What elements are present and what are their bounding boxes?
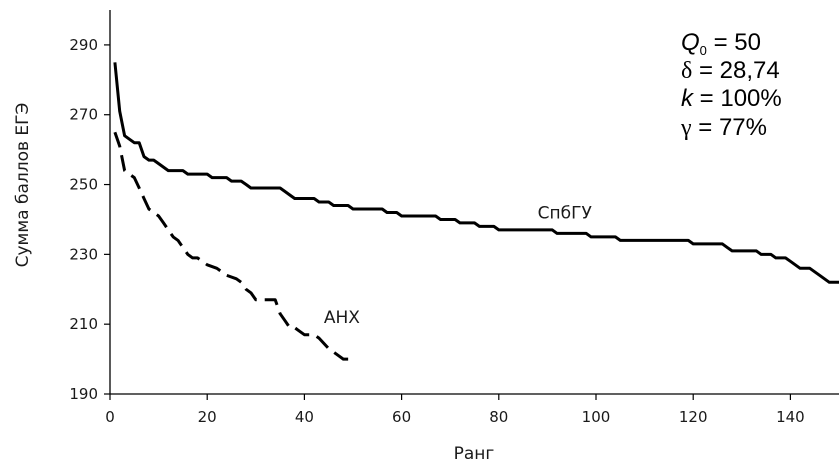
x-tick-label: 80 xyxy=(489,408,508,426)
y-tick-label: 250 xyxy=(69,176,98,194)
x-tick-label: 20 xyxy=(198,408,217,426)
x-tick-label: 140 xyxy=(776,408,805,426)
annotation-delta: δ = 28,74 xyxy=(681,57,780,84)
annotation-q0: Q0 = 50 xyxy=(681,29,761,58)
y-tick-label: 190 xyxy=(69,385,98,403)
annotation-gamma: γ = 77% xyxy=(680,114,767,141)
series-line-2 xyxy=(113,131,353,361)
y-axis-ticks: 190 210 230 250 270 290 xyxy=(69,36,110,403)
x-tick-label: 40 xyxy=(295,408,314,426)
series-lines xyxy=(113,62,839,361)
x-tick-label: 120 xyxy=(679,408,708,426)
x-tick-label: 60 xyxy=(392,408,411,426)
parameter-annotations: Q0 = 50 δ = 28,74 k = 100% γ = 77% xyxy=(680,29,782,141)
series-line-1 xyxy=(113,62,839,284)
series-label-2: АНХ xyxy=(324,308,360,328)
series-label-1: СпбГУ xyxy=(538,203,593,223)
y-axis-label: Сумма баллов ЕГЭ xyxy=(13,103,33,268)
plot-axes xyxy=(109,10,839,395)
x-axis-label: Ранг xyxy=(454,444,495,464)
series-labels: СпбГУ АНХ xyxy=(324,203,593,328)
x-axis-ticks: 0 20 40 60 80 100 120 140 xyxy=(105,394,805,426)
y-tick-label: 290 xyxy=(69,36,98,54)
y-tick-label: 270 xyxy=(69,106,98,124)
y-tick-label: 210 xyxy=(69,315,98,333)
x-tick-label: 100 xyxy=(582,408,611,426)
y-tick-label: 230 xyxy=(69,245,98,263)
x-tick-label: 0 xyxy=(105,408,115,426)
annotation-k: k = 100% xyxy=(681,85,782,112)
